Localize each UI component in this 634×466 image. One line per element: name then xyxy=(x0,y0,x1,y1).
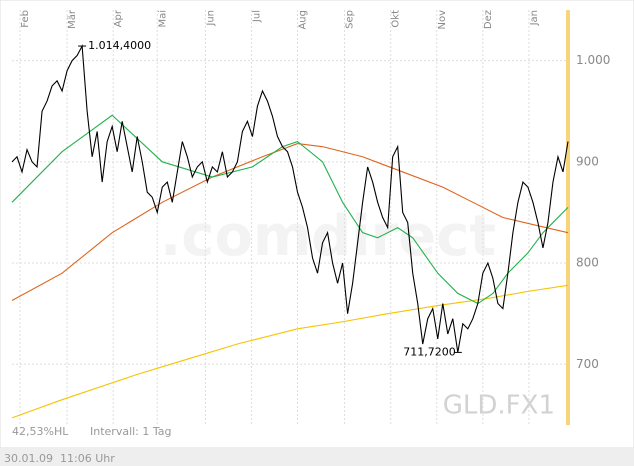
x-tick-label: Sep xyxy=(345,10,356,29)
info-interval: Intervall: 1 Tag xyxy=(90,425,172,438)
x-tick-label: Dez xyxy=(483,10,494,29)
info-hl: 42,53%HL xyxy=(12,425,69,438)
time: 11:06 Uhr xyxy=(60,452,115,465)
series-line xyxy=(11,114,569,305)
series-line xyxy=(11,143,569,301)
series-line xyxy=(11,44,569,353)
x-tick-label: Nov xyxy=(437,10,448,30)
y-tick-label: 900 xyxy=(576,154,599,168)
annotation-label: 711,7200 xyxy=(403,345,456,358)
footer-bar xyxy=(0,448,634,466)
x-tick-label: Jul xyxy=(251,10,262,23)
x-tick-label: Okt xyxy=(391,10,402,28)
x-tick-label: Jun xyxy=(205,10,216,27)
x-tick-label: Jan xyxy=(529,10,540,26)
annotation-label: 1.014,4000 xyxy=(88,39,151,52)
y-tick-label: 1.000 xyxy=(576,53,610,67)
y-tick-label: 700 xyxy=(576,357,599,371)
series-line xyxy=(11,284,569,419)
symbol: GLD.FX1 xyxy=(443,391,555,421)
x-tick-label: Mär xyxy=(67,9,78,29)
x-tick-label: Apr xyxy=(113,9,124,27)
current-bar xyxy=(566,10,570,425)
x-tick-label: Feb xyxy=(20,10,31,28)
x-tick-label: Mai xyxy=(157,10,168,28)
date: 30.01.09 xyxy=(4,452,53,465)
y-tick-label: 800 xyxy=(576,256,599,270)
x-tick-label: Aug xyxy=(298,10,309,30)
